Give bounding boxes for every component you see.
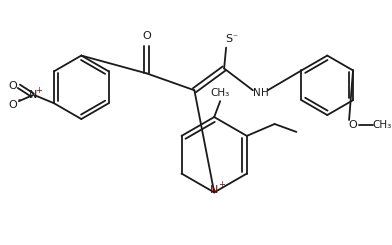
Text: H: H — [261, 88, 269, 98]
Text: N: N — [29, 90, 37, 100]
Text: O: O — [9, 81, 17, 91]
Text: -: - — [17, 95, 20, 104]
Text: O: O — [348, 120, 358, 130]
Text: CH₃: CH₃ — [211, 88, 230, 98]
Text: O: O — [142, 31, 151, 41]
Text: O: O — [9, 100, 17, 110]
Text: CH₃: CH₃ — [372, 120, 392, 130]
Text: S: S — [225, 34, 232, 44]
Text: +: + — [35, 86, 42, 95]
Text: +: + — [218, 180, 225, 189]
Text: N: N — [210, 185, 218, 196]
Text: ⁻: ⁻ — [232, 34, 238, 44]
Text: N: N — [253, 88, 261, 98]
